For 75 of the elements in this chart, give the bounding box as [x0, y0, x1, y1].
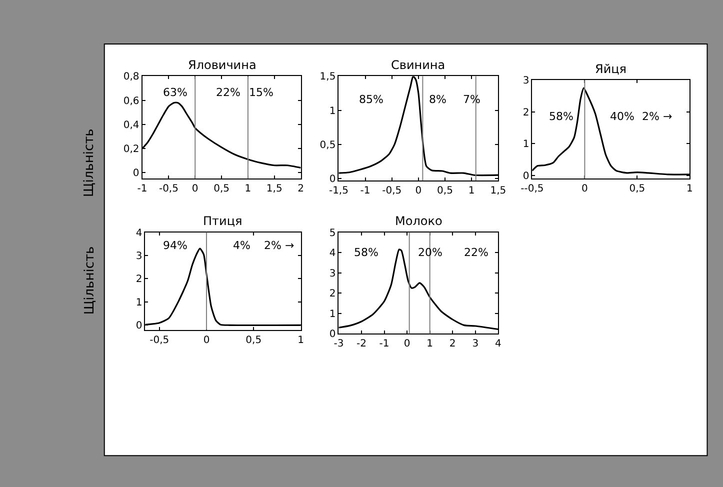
y-tick-label: 1	[329, 106, 336, 117]
chart-title: Птиця	[203, 214, 242, 228]
y-tick-label: 0,6	[123, 96, 140, 107]
x-tick-label: 1,5	[490, 186, 506, 197]
y-tick-label: 2	[329, 288, 336, 300]
y-axis-title: Щільність	[82, 246, 98, 315]
x-tick-label: -0,5	[158, 184, 178, 195]
x-tick-label: 2	[298, 184, 304, 195]
y-tick-label: 3	[522, 76, 530, 87]
y-tick-label: 0,4	[123, 120, 140, 131]
annotation: 20%	[418, 246, 442, 259]
x-tick-label: 0,5	[214, 184, 230, 195]
annotation: 15%	[249, 86, 274, 99]
y-tick-label: 2	[136, 274, 142, 286]
annotation: 2% →	[642, 110, 672, 123]
x-tick-label: 1	[426, 338, 434, 350]
chart-title: Свинина	[391, 58, 446, 72]
x-tick-label: 1	[468, 186, 475, 197]
annotation: 85%	[359, 93, 384, 106]
y-tick-label: 0	[329, 174, 336, 186]
x-tick-label: 0	[415, 186, 422, 197]
x-tick-label: -0,5	[150, 334, 170, 346]
x-tick-label: 0	[203, 334, 210, 346]
x-tick-label: -1,5	[328, 186, 348, 197]
x-tick-label: -0,5	[382, 186, 402, 197]
x-tick-label: 1	[244, 184, 252, 195]
y-tick-label: 4	[136, 228, 142, 239]
y-tick-label: 0	[132, 168, 140, 180]
x-tick-label: 0,5	[246, 334, 262, 346]
y-tick-label: 0,5	[320, 140, 336, 151]
y-tick-label: 0,8	[123, 72, 140, 83]
annotation: 58%	[549, 110, 574, 123]
x-tick-label: 0,5	[629, 184, 646, 195]
y-tick-label: 1	[522, 139, 530, 150]
chart-title: Яйця	[595, 62, 627, 76]
y-tick-label: 1,5	[320, 72, 336, 83]
annotation: 7%	[463, 93, 480, 106]
y-tick-label: 4	[329, 248, 336, 260]
x-tick-label: 0	[192, 184, 198, 195]
x-tick-label: -1	[360, 186, 370, 197]
y-tick-label: 5	[329, 228, 336, 239]
chart-title: Молоко	[395, 214, 442, 228]
x-tick-label: 0,5	[437, 186, 453, 197]
y-tick-label: 1	[329, 308, 336, 320]
x-tick-label: 4	[494, 338, 502, 350]
y-tick-label: 0	[136, 320, 142, 332]
x-tick-label: 3	[472, 338, 479, 350]
y-tick-label: 1	[136, 297, 142, 308]
annotation: 94%	[163, 239, 188, 252]
annotation: 22%	[216, 86, 240, 99]
x-tick-label: 1,5	[266, 184, 282, 195]
annotation: 63%	[163, 86, 188, 99]
x-tick-label: 1	[298, 334, 304, 346]
y-tick-label: 3	[136, 250, 142, 262]
chart-title: Яловичина	[188, 58, 256, 72]
x-tick-label: -3	[334, 338, 344, 350]
x-tick-label: 0	[582, 184, 588, 195]
y-axis-title: Щільність	[82, 128, 98, 197]
x-tick-label: -2	[356, 338, 366, 350]
annotation: 2% →	[264, 239, 294, 252]
annotation: 58%	[354, 246, 378, 259]
y-tick-label: 2	[522, 107, 530, 118]
x-tick-label: --0,5	[520, 184, 544, 195]
y-tick-label: 0,2	[123, 144, 140, 155]
annotation: 4%	[233, 239, 250, 252]
x-tick-label: 0	[404, 338, 410, 350]
y-tick-label: 3	[329, 268, 336, 280]
x-tick-label: 2	[449, 338, 456, 350]
x-tick-label: 1	[686, 184, 693, 195]
annotation: 8%	[429, 93, 446, 106]
y-tick-label: 0	[522, 170, 530, 182]
annotation: 22%	[464, 246, 488, 259]
x-tick-label: -1	[137, 184, 148, 195]
annotation: 40%	[610, 110, 634, 123]
x-tick-label: -1	[379, 338, 390, 350]
